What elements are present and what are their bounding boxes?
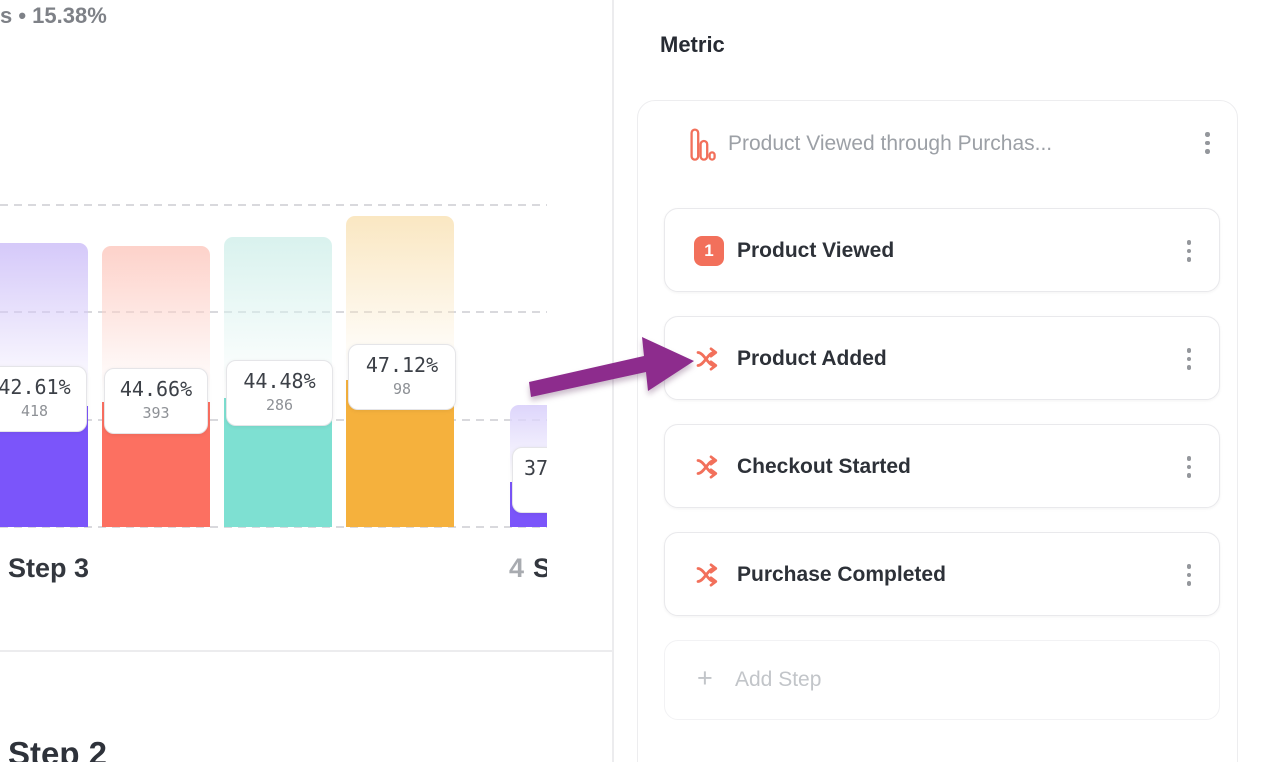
plus-icon: + bbox=[697, 663, 713, 693]
conversion-percent: 44.66% bbox=[119, 377, 193, 401]
step-card-product-viewed[interactable]: 1 Product Viewed bbox=[664, 208, 1220, 292]
step-card-purchase-completed[interactable]: Purchase Completed bbox=[664, 532, 1220, 616]
gridline-baseline bbox=[0, 526, 547, 528]
conversion-count: 98 bbox=[392, 380, 412, 398]
chart-viewport: s • 15.38% 42.61% 418 44.66% 393 44.48% … bbox=[0, 0, 547, 648]
step-card-checkout-started[interactable]: Checkout Started bbox=[664, 424, 1220, 508]
annotation-arrow bbox=[529, 337, 694, 397]
shuffle-icon bbox=[696, 455, 718, 479]
conversion-count: 418 bbox=[20, 402, 49, 420]
next-section-heading: Step 2 bbox=[8, 735, 108, 762]
bar-value-label: 42.61% 418 bbox=[0, 366, 87, 432]
bar-value-label: 37 bbox=[512, 447, 547, 513]
funnel-chart-pane: s • 15.38% 42.61% 418 44.66% 393 44.48% … bbox=[0, 0, 613, 762]
metric-card-header[interactable]: Product Viewed through Purchas... bbox=[638, 101, 1237, 191]
bar-value-label: 44.66% 393 bbox=[104, 368, 208, 434]
step-number-badge: 1 bbox=[694, 236, 724, 266]
conversion-summary-text: s • 15.38% bbox=[0, 3, 107, 28]
step-label: Purchase Completed bbox=[737, 563, 946, 586]
step-card-product-added[interactable]: Product Added bbox=[664, 316, 1220, 400]
step-menu-button[interactable] bbox=[1183, 560, 1196, 590]
shuffle-icon bbox=[696, 563, 718, 587]
metric-card-menu-button[interactable] bbox=[1201, 128, 1214, 158]
step-menu-button[interactable] bbox=[1183, 452, 1196, 482]
add-step-label: Add Step bbox=[735, 668, 822, 691]
conversion-percent: 37 bbox=[524, 456, 547, 480]
step-menu-button[interactable] bbox=[1183, 344, 1196, 374]
step-label: Product Added bbox=[737, 347, 887, 370]
metric-panel-heading: Metric bbox=[660, 32, 725, 57]
metric-card: Product Viewed through Purchas... 1 Prod… bbox=[637, 100, 1238, 762]
step-number-gray: 4 bbox=[509, 553, 525, 583]
metric-card-title: Product Viewed through Purchas... bbox=[728, 132, 1053, 155]
conversion-count: 393 bbox=[142, 404, 170, 422]
add-step-button[interactable]: + Add Step bbox=[664, 640, 1220, 720]
step-menu-button[interactable] bbox=[1183, 236, 1196, 266]
funnel-metric-icon bbox=[690, 128, 716, 161]
x-axis-label-step-3: Step 3 bbox=[8, 553, 90, 583]
step-label: Product Viewed bbox=[737, 239, 895, 262]
section-divider bbox=[0, 650, 613, 652]
conversion-percent: 47.12% bbox=[365, 353, 439, 377]
conversion-percent: 44.48% bbox=[243, 369, 316, 393]
gridline bbox=[0, 204, 547, 206]
step-text-clipped: S bbox=[533, 553, 547, 583]
conversion-percent: 42.61% bbox=[0, 375, 71, 399]
bar-value-label: 47.12% 98 bbox=[348, 344, 456, 410]
panel-divider bbox=[612, 0, 614, 762]
bar-value-label: 44.48% 286 bbox=[226, 360, 333, 426]
step-label: Checkout Started bbox=[737, 455, 911, 478]
conversion-count: 286 bbox=[265, 396, 294, 414]
